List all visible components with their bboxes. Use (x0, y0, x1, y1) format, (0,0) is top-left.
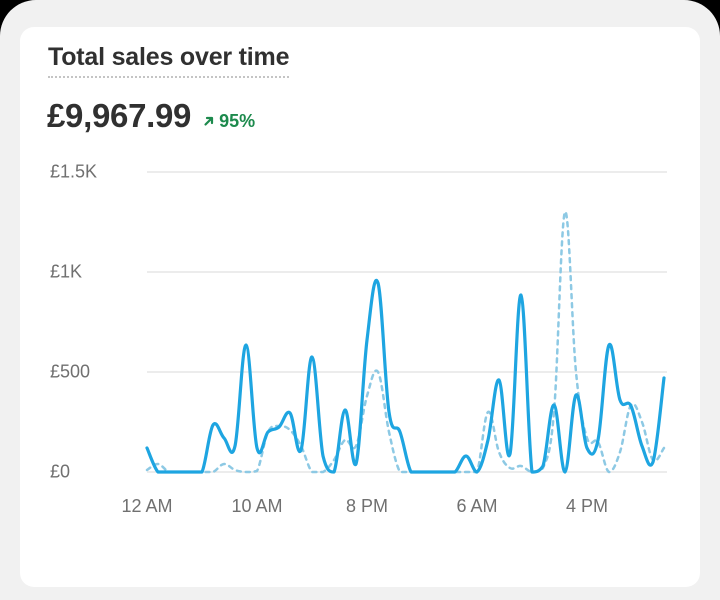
current-period-line (145, 278, 666, 474)
x-axis-label: 8 PM (345, 496, 389, 516)
sales-card: Total sales over time £9,967.99 95% (20, 27, 700, 587)
change-value: 95% (219, 110, 256, 131)
change-badge: 95% (203, 111, 255, 132)
card-title[interactable]: Total sales over time (48, 43, 289, 78)
y-axis-label: £500 (50, 361, 91, 382)
arrow-up-right-icon (204, 116, 214, 126)
previous-period-line (145, 210, 666, 474)
y-axis-label: £1K (50, 261, 83, 282)
x-axis-label: 4 PM (565, 496, 609, 516)
total-sales-value: £9,967.99 (47, 97, 192, 134)
y-axis-label: £1.5K (50, 161, 98, 182)
y-axis-label: £0 (50, 461, 71, 482)
total-row: £9,967.99 95% (47, 97, 255, 135)
x-axis-label: 12 AM (121, 496, 173, 516)
x-axis-label: 10 AM (231, 496, 283, 516)
x-axis-label: 6 AM (456, 496, 498, 516)
chart-canvas (145, 171, 667, 474)
